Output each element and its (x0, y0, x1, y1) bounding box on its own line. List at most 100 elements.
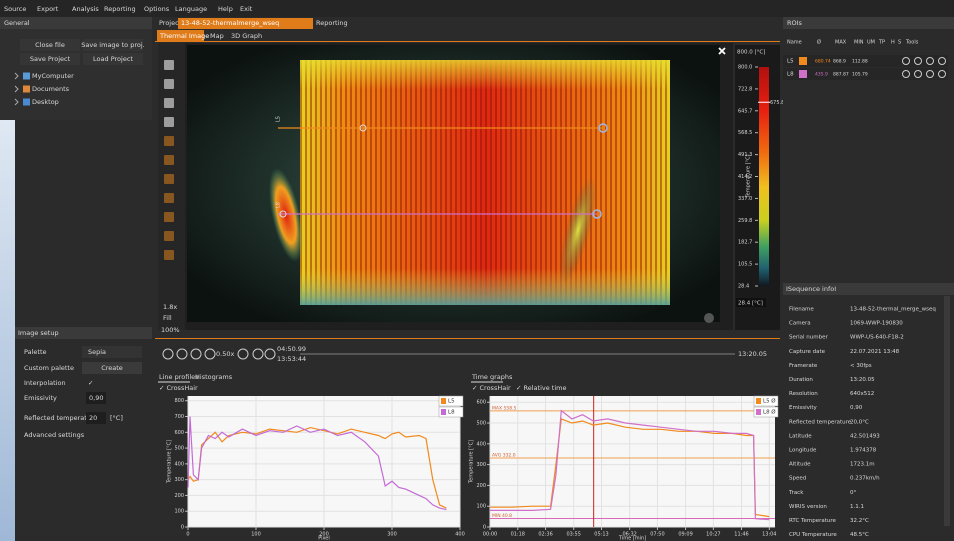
tab[interactable]: 13-48-52-thermalmerge_wseq (181, 19, 279, 27)
y-axis-label: Temperature [°C] (469, 440, 475, 484)
x-tick-label: 09:09 (678, 532, 692, 538)
x-tick-label: 07:50 (650, 532, 664, 538)
colorbar (759, 67, 769, 286)
button-label[interactable]: Create (101, 364, 123, 372)
speed-label[interactable]: 0.50x (216, 350, 234, 358)
annotation-label: MAX 558.5 (492, 405, 516, 411)
column-header: H (891, 40, 895, 46)
view-tab[interactable]: Map (210, 32, 224, 40)
x-tick-label: 02:36 (538, 532, 552, 538)
chart-tab[interactable]: Line profiles (159, 373, 199, 381)
info-value: 1.1.1 (850, 504, 864, 510)
menu-item[interactable]: Options (144, 5, 170, 13)
chart-option[interactable]: ✓ CrossHair (472, 384, 511, 392)
view-tab[interactable]: Thermal Image (159, 32, 209, 40)
x-tick-label: 03:55 (567, 532, 581, 538)
info-value: 13-48-52-thermal_merge_wseq (850, 307, 936, 313)
tree-item[interactable]: Desktop (32, 98, 59, 106)
menu-item[interactable]: Help (218, 5, 233, 13)
chart-tab[interactable]: Histograms (195, 373, 233, 381)
fit-label[interactable]: Fill (163, 314, 172, 322)
tool-icon[interactable] (164, 136, 174, 146)
tab[interactable]: Reporting (316, 19, 348, 27)
colorbar-min: 28.4 [°C] (738, 301, 763, 307)
dropdown-value[interactable]: Sepia (88, 348, 106, 356)
colorbar-tick-label: 722.8 (738, 86, 752, 92)
y-tick-label: 100 (476, 504, 486, 510)
button-label[interactable]: Load Project (93, 55, 133, 63)
tool-icon[interactable] (164, 250, 174, 260)
y-tick-label: 200 (476, 483, 486, 489)
menu-item[interactable]: Language (175, 5, 207, 13)
tool-icon[interactable] (164, 155, 174, 165)
tree-item[interactable]: MyComputer (32, 72, 74, 80)
view-tab[interactable]: 3D Graph (231, 32, 262, 40)
general-panel (0, 17, 152, 120)
legend-label: L8 Ø (763, 409, 776, 416)
info-key: Longitude (789, 448, 817, 454)
panel-title: ISequence infoI (786, 285, 836, 293)
nav-button[interactable] (704, 313, 714, 323)
info-value: 0,90 (850, 405, 863, 411)
info-value: 0° (850, 490, 856, 496)
button-label[interactable]: Save Project (30, 55, 71, 63)
chart-option[interactable]: ✓ CrossHair (159, 384, 198, 392)
plot-area (490, 396, 775, 527)
button-label[interactable]: Save image to proj. (81, 41, 144, 49)
tool-icon[interactable] (164, 117, 174, 127)
button-label[interactable]: Close file (35, 41, 65, 49)
info-key: CPU Temperature (789, 532, 837, 538)
column-header: MIN (854, 40, 864, 46)
colorbar-tick-label: 105.5 (738, 262, 752, 268)
info-value: 22.07.2021 13:48 (850, 349, 900, 355)
input-value[interactable]: 0,90 (89, 394, 103, 402)
x-tick-label: 00:00 (483, 532, 497, 538)
y-tick-label: 500 (476, 421, 486, 427)
column-header: S (898, 40, 901, 46)
tool-icon[interactable] (164, 212, 174, 222)
info-key: Speed (789, 476, 806, 482)
legend-swatch (756, 409, 761, 415)
info-key: Track (788, 490, 804, 496)
panel-title: Image setup (18, 329, 59, 337)
tool-icon[interactable] (164, 193, 174, 203)
info-key: Framerate (789, 363, 818, 369)
current-clock: 13:53:44 (277, 355, 306, 363)
zoom-label: 1.8x (163, 303, 177, 311)
chart-tab[interactable]: Time graphs (471, 373, 513, 381)
y-tick-label: 600 (476, 400, 486, 406)
input-value[interactable]: 20 (89, 414, 97, 422)
checkbox[interactable]: ✓ (88, 379, 93, 387)
chart-option[interactable]: ✓ Relative time (516, 384, 566, 392)
app-window: Source Export Analysis Reporting Options Lang… (0, 0, 954, 541)
menu-item[interactable]: Reporting (104, 5, 136, 13)
roi-name[interactable]: L8 (787, 72, 794, 78)
roi-name[interactable]: L5 (787, 59, 794, 65)
menu-item[interactable]: Analysis (72, 5, 99, 13)
folder-icon (23, 86, 30, 93)
info-key: Serial number (789, 335, 829, 341)
legend-swatch (756, 398, 761, 404)
menu-item[interactable]: Exit (240, 5, 253, 13)
tool-icon[interactable] (164, 98, 174, 108)
x-tick-label: 300 (387, 532, 397, 538)
colorbar-tick-label: 568.5 (738, 130, 752, 136)
colorbar-tick-label: 182.7 (738, 240, 752, 246)
legend-swatch (441, 398, 446, 404)
colorbar-tick-label: 645.7 (738, 108, 752, 114)
tool-icon[interactable] (164, 60, 174, 70)
roi-avg: 680.74 (815, 59, 831, 65)
annotation-label: AVG 332.0 (492, 452, 516, 458)
setting-label[interactable]: Advanced settings (24, 431, 85, 439)
panel-title: ROIs (787, 19, 803, 27)
info-value: 20,0°C (850, 419, 869, 425)
menu-item[interactable]: Source (4, 5, 26, 13)
column-header: Tools (905, 40, 919, 46)
x-tick-label: 11:46 (734, 532, 748, 538)
tool-icon[interactable] (164, 174, 174, 184)
tool-icon[interactable] (164, 231, 174, 241)
menu-item[interactable]: Export (37, 5, 59, 13)
tool-icon[interactable] (164, 79, 174, 89)
info-value: 0.237km/h (850, 476, 880, 482)
tree-item[interactable]: Documents (32, 85, 70, 93)
